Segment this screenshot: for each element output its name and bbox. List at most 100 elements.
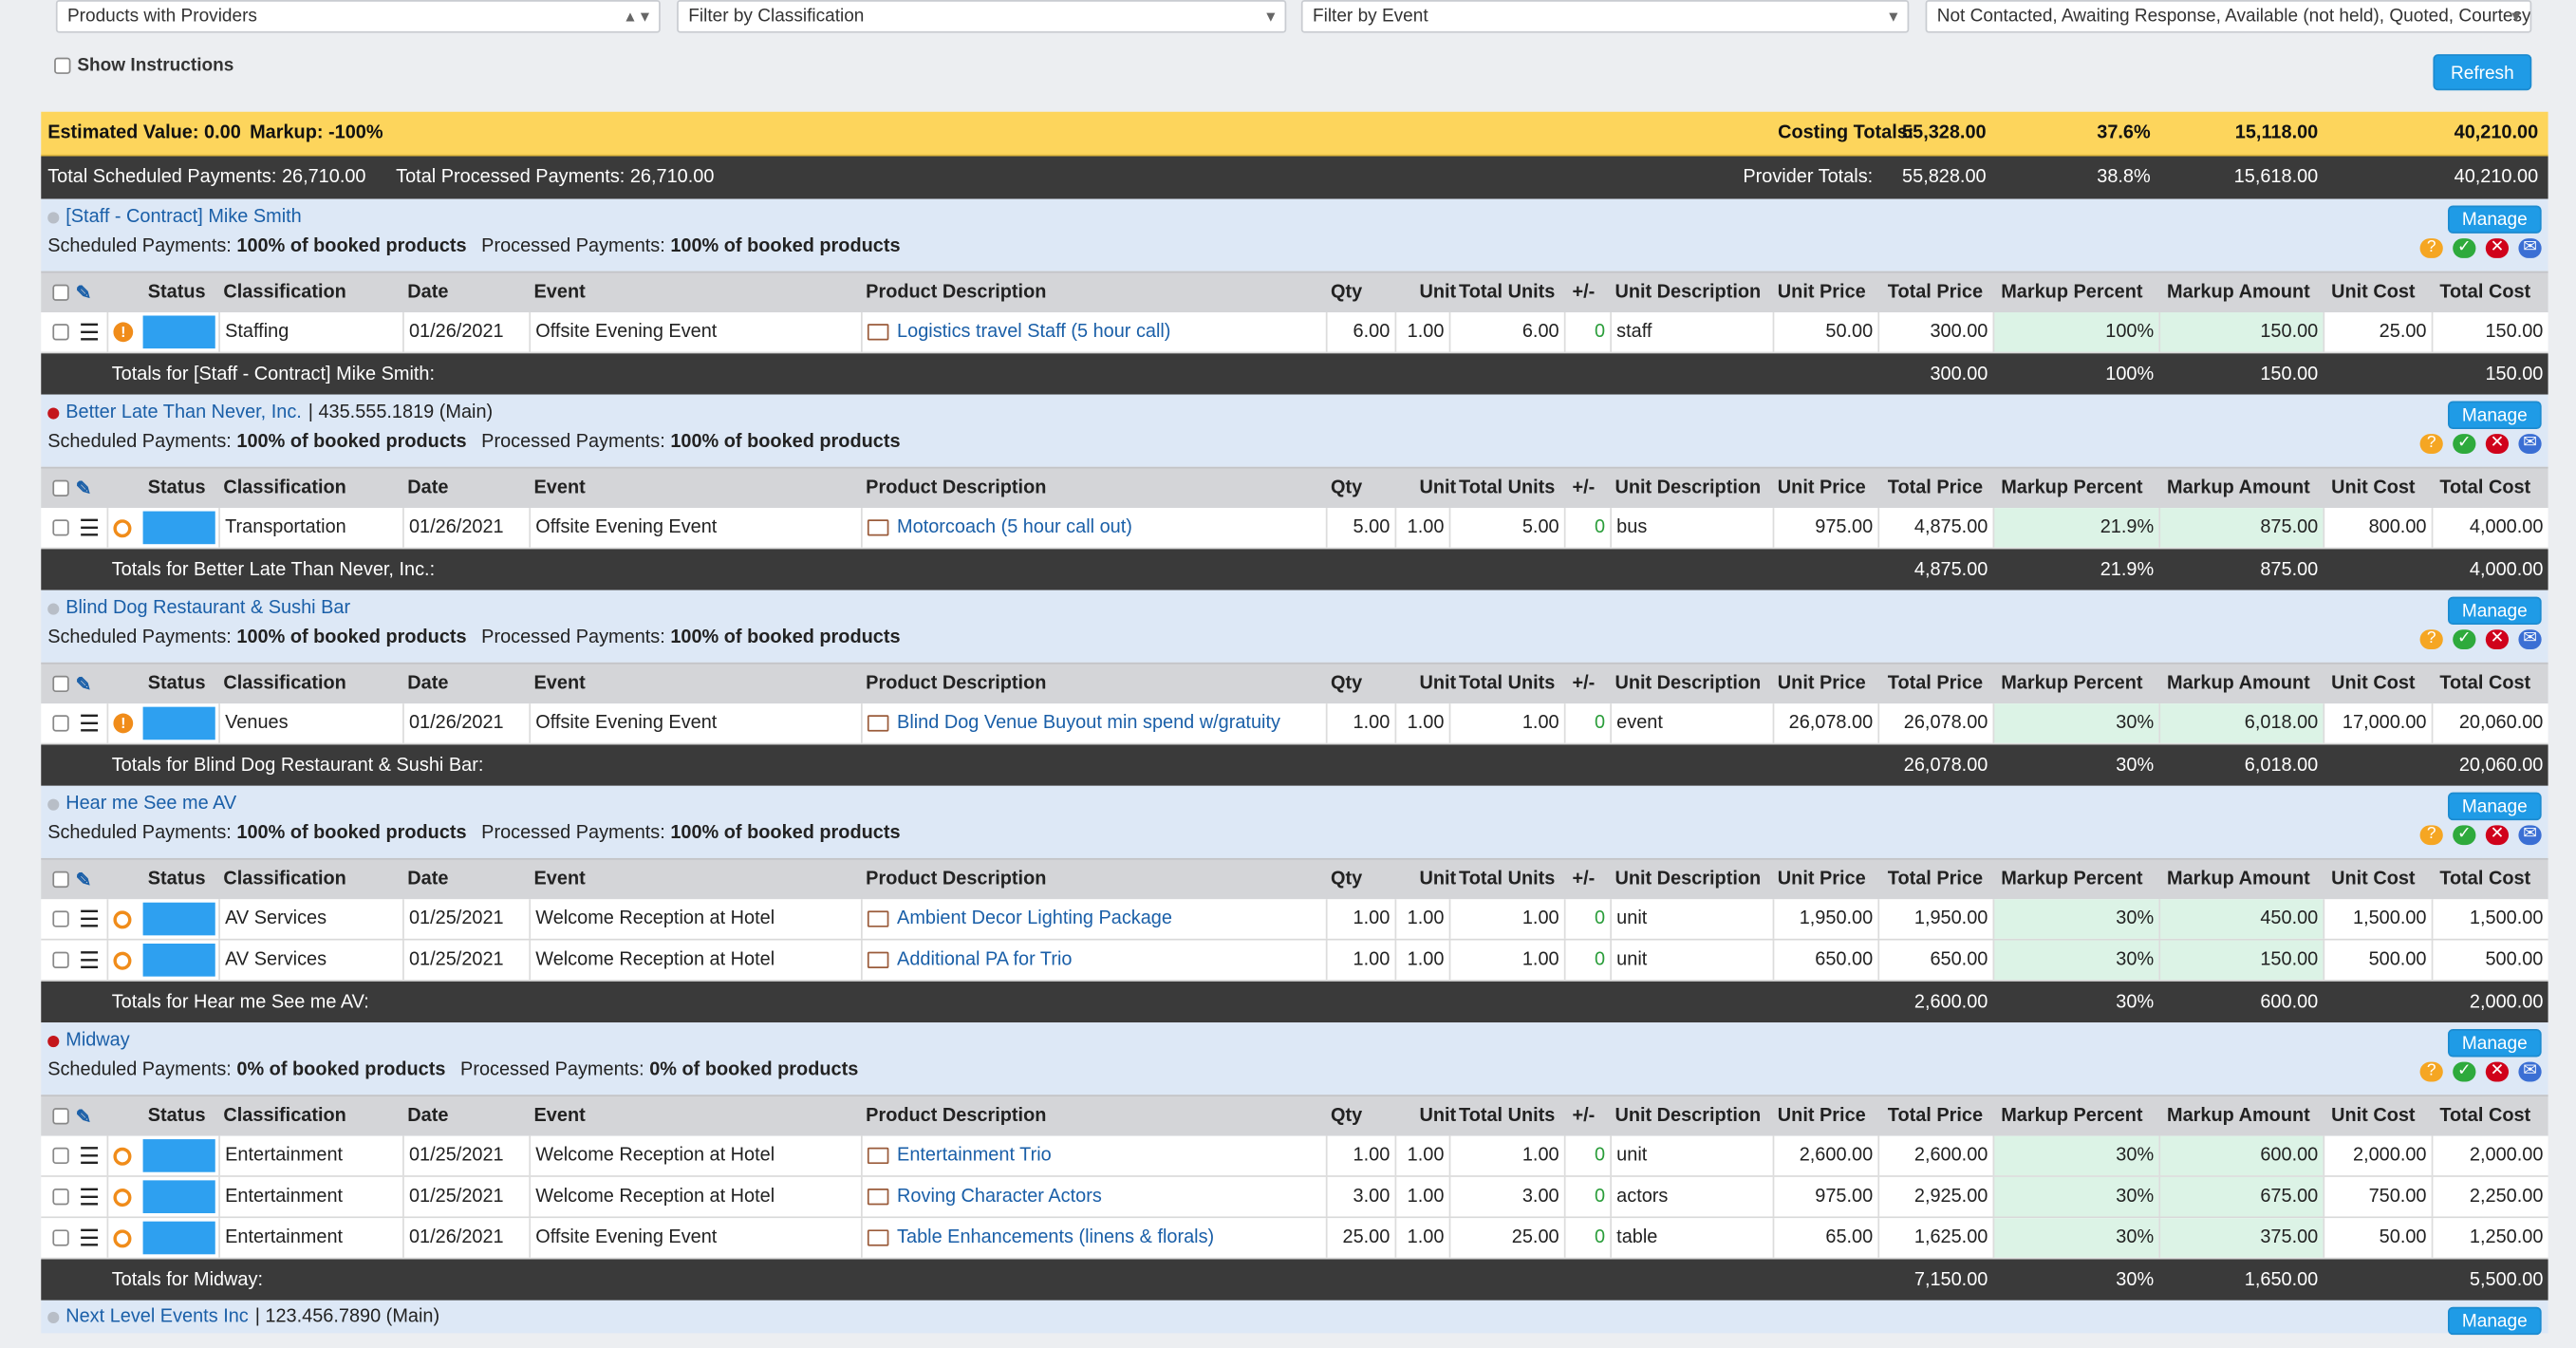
column-header[interactable]: Total Cost (2439, 1106, 2531, 1127)
column-header[interactable]: Date (407, 674, 449, 694)
column-header[interactable]: Product Description (866, 1106, 1047, 1127)
column-header[interactable]: Date (407, 282, 449, 303)
provider-link[interactable]: Blind Dog Restaurant & Sushi Bar (65, 598, 351, 619)
approve-icon[interactable]: ✓ (2453, 1061, 2476, 1082)
column-header[interactable]: Total Price (1887, 477, 1984, 498)
column-header[interactable]: Date (407, 477, 449, 498)
column-header[interactable]: Unit (1419, 674, 1457, 694)
refresh-button[interactable]: Refresh (2433, 54, 2532, 91)
row-checkbox[interactable] (47, 703, 74, 743)
column-header[interactable]: Total Cost (2439, 870, 2531, 889)
column-header[interactable]: Date (407, 870, 449, 889)
column-header[interactable]: Qty (1331, 674, 1363, 694)
column-header[interactable]: +/- (1572, 477, 1596, 498)
reject-icon[interactable]: ✕ (2485, 238, 2510, 258)
column-header[interactable]: Total Units (1459, 674, 1556, 694)
status-color-swatch[interactable] (142, 1139, 215, 1172)
show-instructions[interactable]: Show Instructions (54, 56, 233, 76)
cell-product[interactable]: Table Enhancements (linens & florals) (860, 1218, 1326, 1258)
table-row[interactable]: ☰! Venues 01/26/2021 Offsite Evening Event B… (41, 703, 2548, 745)
column-header[interactable]: Product Description (866, 870, 1047, 889)
email-icon[interactable]: ✉ (2518, 238, 2542, 258)
row-menu-icon[interactable]: ☰ (79, 906, 100, 932)
column-header[interactable]: Markup Percent (2001, 674, 2143, 694)
manage-button[interactable]: Manage (2447, 205, 2542, 234)
manage-button[interactable]: Manage (2447, 792, 2542, 821)
email-icon[interactable]: ✉ (2518, 825, 2542, 846)
approve-icon[interactable]: ✓ (2453, 629, 2476, 650)
column-header[interactable]: Unit Price (1777, 477, 1866, 498)
column-header[interactable]: Markup Percent (2001, 1106, 2143, 1127)
column-header[interactable]: Total Units (1459, 477, 1556, 498)
column-header[interactable]: Classification (223, 674, 346, 694)
column-header[interactable]: Markup Amount (2167, 477, 2310, 498)
select-all-checkbox[interactable] (47, 1096, 74, 1136)
product-link[interactable]: Table Enhancements (linens & florals) (897, 1227, 1215, 1248)
row-menu-icon[interactable]: ☰ (79, 1183, 100, 1210)
manage-button[interactable]: Manage (2447, 401, 2542, 429)
row-checkbox[interactable] (47, 1218, 74, 1258)
product-link[interactable]: Entertainment Trio (897, 1146, 1052, 1166)
table-row[interactable]: ☰ Entertainment 01/25/2021 Welcome Receptio… (41, 1176, 2548, 1219)
column-header[interactable]: Qty (1331, 282, 1363, 303)
table-row[interactable]: ☰ AV Services 01/25/2021 Welcome Reception … (41, 940, 2548, 982)
provider-link[interactable]: Better Late Than Never, Inc. (65, 403, 302, 423)
column-header[interactable]: Unit Cost (2331, 282, 2416, 303)
row-menu-icon[interactable]: ☰ (79, 318, 100, 346)
column-header[interactable]: Unit Description (1615, 674, 1762, 694)
help-icon[interactable]: ? (2419, 1061, 2443, 1082)
status-color-swatch[interactable] (142, 944, 215, 977)
manage-button[interactable]: Manage (2447, 1029, 2542, 1058)
table-row[interactable]: ☰ Transportation 01/26/2021 Offsite Evening… (41, 508, 2548, 550)
column-header[interactable]: Event (533, 477, 586, 498)
select-all-checkbox[interactable] (47, 860, 74, 900)
column-header[interactable]: Unit Description (1615, 282, 1762, 303)
column-header[interactable]: Unit Description (1615, 1106, 1762, 1127)
provider-link[interactable]: Hear me See me AV (65, 794, 237, 814)
classification-filter[interactable]: Filter by Classification ▼ (677, 0, 1287, 33)
table-row[interactable]: ☰! Staffing 01/26/2021 Offsite Evening Even… (41, 312, 2548, 354)
edit-pencil-icon[interactable]: ✎ (75, 284, 92, 305)
help-icon[interactable]: ? (2419, 238, 2443, 258)
column-header[interactable]: Unit Cost (2331, 477, 2416, 498)
provider-link[interactable]: [Staff - Contract] Mike Smith (65, 207, 302, 227)
column-header[interactable]: +/- (1572, 282, 1596, 303)
column-header[interactable]: Markup Amount (2167, 674, 2310, 694)
product-link[interactable]: Blind Dog Venue Buyout min spend w/gratu… (897, 713, 1280, 734)
column-header[interactable]: Qty (1331, 870, 1363, 889)
row-menu-icon[interactable]: ☰ (79, 515, 100, 541)
table-row[interactable]: ☰ Entertainment 01/26/2021 Offsite Evening … (41, 1218, 2548, 1260)
column-header[interactable]: Unit (1419, 870, 1457, 889)
column-header[interactable]: Markup Percent (2001, 282, 2143, 303)
select-all-checkbox[interactable] (47, 469, 74, 509)
row-checkbox[interactable] (47, 1177, 74, 1217)
email-icon[interactable]: ✉ (2518, 434, 2542, 454)
column-header[interactable]: Status (147, 282, 206, 303)
event-filter[interactable]: Filter by Event ▼ (1300, 0, 1910, 33)
row-checkbox[interactable] (47, 508, 74, 548)
status-color-swatch[interactable] (142, 1180, 215, 1214)
cell-product[interactable]: Logistics travel Staff (5 hour call) (860, 312, 1326, 352)
row-checkbox[interactable] (47, 1136, 74, 1176)
row-menu-icon[interactable]: ☰ (79, 1142, 100, 1170)
cell-product[interactable]: Roving Character Actors (860, 1176, 1326, 1217)
table-row[interactable]: ☰ Entertainment 01/25/2021 Welcome Receptio… (41, 1135, 2548, 1177)
row-checkbox[interactable] (47, 312, 74, 352)
column-header[interactable]: Product Description (866, 477, 1047, 498)
column-header[interactable]: Unit Cost (2331, 674, 2416, 694)
row-menu-icon[interactable]: ☰ (79, 946, 100, 974)
cell-product[interactable]: Additional PA for Trio (860, 940, 1326, 981)
approve-icon[interactable]: ✓ (2453, 434, 2476, 454)
column-header[interactable]: Unit Price (1777, 282, 1866, 303)
column-header[interactable]: Classification (223, 870, 346, 889)
edit-pencil-icon[interactable]: ✎ (75, 479, 92, 500)
column-header[interactable]: Status (147, 870, 206, 889)
column-header[interactable]: +/- (1572, 674, 1596, 694)
column-header[interactable]: Status (147, 674, 206, 694)
column-header[interactable]: Event (533, 1106, 586, 1127)
column-header[interactable]: Unit Description (1615, 870, 1762, 889)
column-header[interactable]: Total Units (1459, 870, 1556, 889)
column-header[interactable]: Total Cost (2439, 282, 2531, 303)
column-header[interactable]: Unit Price (1777, 870, 1866, 889)
product-link[interactable]: Motorcoach (5 hour call out) (897, 517, 1132, 538)
